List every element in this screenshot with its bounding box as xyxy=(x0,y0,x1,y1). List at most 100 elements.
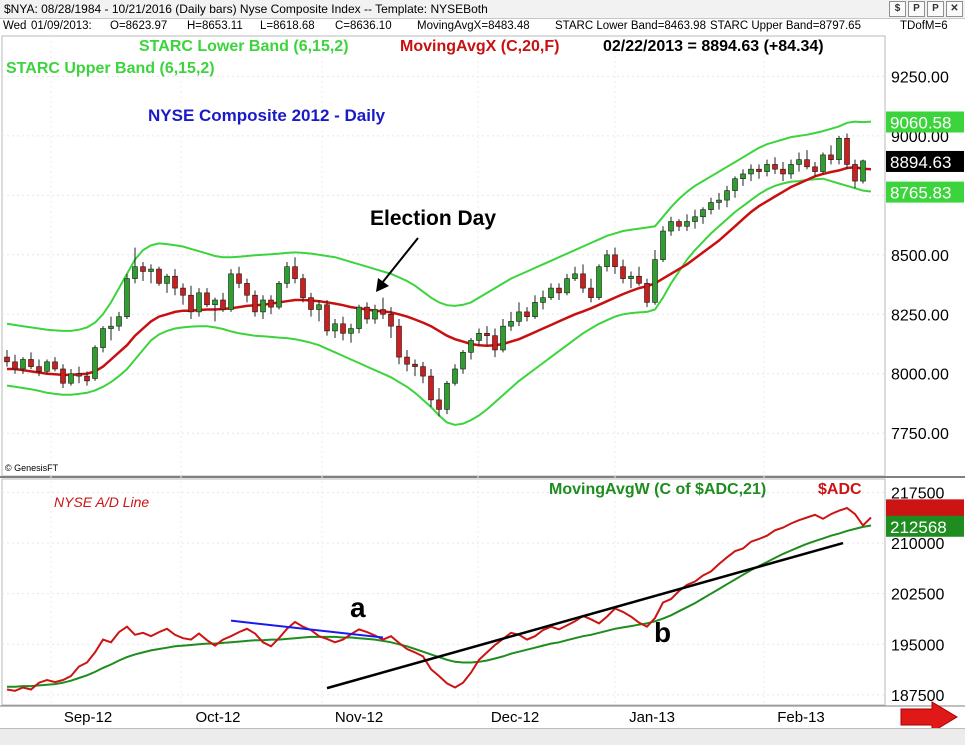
candle-body xyxy=(500,325,506,351)
candle-body xyxy=(804,159,810,168)
candle-body xyxy=(68,373,74,384)
horizontal-scrollbar[interactable] xyxy=(0,728,965,745)
dollar-button[interactable]: $ xyxy=(889,1,906,17)
candle-body xyxy=(652,259,658,303)
price-tick-label: 9250.00 xyxy=(891,69,949,86)
ad-tick-label: 195000 xyxy=(891,637,944,654)
candle-body xyxy=(356,306,362,329)
candle-body xyxy=(204,292,210,306)
starc-upper-band-line xyxy=(6,120,872,332)
candle-body xyxy=(812,166,818,172)
candle-body xyxy=(156,268,162,284)
x-tick-label: Oct-12 xyxy=(195,709,240,726)
info-close: C=8636.10 xyxy=(335,20,392,32)
candle-body xyxy=(364,306,370,320)
x-tick-label: Jan-13 xyxy=(629,709,675,726)
candles xyxy=(4,133,866,417)
candle-body xyxy=(428,375,434,401)
trendlines xyxy=(230,541,844,690)
candle-body xyxy=(124,278,130,317)
candle-body xyxy=(588,287,594,298)
candle-body xyxy=(492,335,498,351)
candle-body xyxy=(740,173,746,180)
candle-body xyxy=(556,287,562,294)
candle-body xyxy=(532,302,538,317)
candle-body xyxy=(220,299,226,310)
candle-body xyxy=(84,375,90,382)
election-arrow xyxy=(376,237,419,292)
candle-body xyxy=(108,325,114,329)
ad-ma-legend: MovingAvgW (C of $ADC,21) xyxy=(549,481,766,498)
candle-body xyxy=(20,359,26,370)
price-tick-label: 7750.00 xyxy=(891,426,949,443)
ad-symbol-legend: $ADC xyxy=(818,481,862,498)
candle-body xyxy=(476,332,482,341)
candle-body xyxy=(244,283,250,296)
ad-tick-label: 187500 xyxy=(891,688,944,705)
info-tdofm: TDofM=6 xyxy=(900,20,948,32)
candle-body xyxy=(708,202,714,210)
candle-body xyxy=(4,356,10,363)
election-day-label: Election Day xyxy=(370,207,496,230)
x-tick-label: Sep-12 xyxy=(64,709,112,726)
candle-body xyxy=(28,359,34,367)
candle-body xyxy=(548,287,554,298)
ad-title: NYSE A/D Line xyxy=(54,494,149,510)
candle-body xyxy=(820,154,826,172)
price-tag-1-bg xyxy=(886,150,964,172)
info-ma: MovingAvgX=8483.48 xyxy=(417,20,530,32)
ad-tick-label: 210000 xyxy=(891,536,944,553)
candle-body xyxy=(148,268,154,272)
info-upper-band: STARC Upper Band=8797.65 xyxy=(710,20,861,32)
candle-body xyxy=(684,221,690,227)
price-tick-label: 8500.00 xyxy=(891,248,949,265)
trendline-b xyxy=(326,541,844,690)
candle-body xyxy=(52,361,58,370)
candle-body xyxy=(348,328,354,334)
candle-body xyxy=(596,266,602,298)
p-button-2[interactable]: P xyxy=(927,1,944,17)
candle-body xyxy=(676,221,682,227)
ad-tag-1-bg xyxy=(886,515,964,537)
price-tick-label: 8000.00 xyxy=(891,367,949,384)
label-b: b xyxy=(654,617,671,648)
candle-body xyxy=(644,283,650,303)
candle-body xyxy=(660,230,666,260)
candle-body xyxy=(12,361,18,370)
title-bar: $NYA: 08/28/1984 - 10/21/2016 (Daily bar… xyxy=(0,0,965,19)
candle-body xyxy=(764,164,770,172)
candle-body xyxy=(484,332,490,336)
candle-body xyxy=(452,368,458,384)
candle-body xyxy=(116,316,122,327)
candle-body xyxy=(716,199,722,203)
ad-tick-label: 217500 xyxy=(891,485,944,502)
candle-body xyxy=(92,347,98,379)
candle-body xyxy=(580,273,586,289)
candle-body xyxy=(36,366,42,372)
candle-body xyxy=(860,160,866,182)
info-day: Wed xyxy=(3,20,27,32)
info-bar: Wed 01/09/2013: O=8623.97 H=8653.11 L=86… xyxy=(0,19,965,34)
candle-body xyxy=(620,266,626,279)
candle-body xyxy=(164,275,170,284)
candle-body xyxy=(308,297,314,310)
window-title: $NYA: 08/28/1984 - 10/21/2016 (Daily bar… xyxy=(4,2,488,16)
ad-tag-1-label: 212568 xyxy=(890,518,947,537)
candle-body xyxy=(852,164,858,182)
p-button-1[interactable]: P xyxy=(908,1,925,17)
candle-body xyxy=(724,190,730,201)
candle-body xyxy=(276,283,282,308)
candle-body xyxy=(180,287,186,296)
candle-body xyxy=(780,168,786,175)
price-tags: 9060.58 8894.63 8765.83 212568 xyxy=(886,111,964,537)
price-tag-0-bg xyxy=(886,111,964,133)
candle-body xyxy=(628,275,634,279)
candle-body xyxy=(340,323,346,334)
x-tick-label: Nov-12 xyxy=(335,709,383,726)
scroll-right-arrow-icon[interactable] xyxy=(900,701,958,733)
info-low: L=8618.68 xyxy=(260,20,315,32)
candle-body xyxy=(300,278,306,298)
candle-body xyxy=(636,275,642,284)
close-button[interactable]: ✕ xyxy=(946,1,963,17)
info-open: O=8623.97 xyxy=(110,20,168,32)
